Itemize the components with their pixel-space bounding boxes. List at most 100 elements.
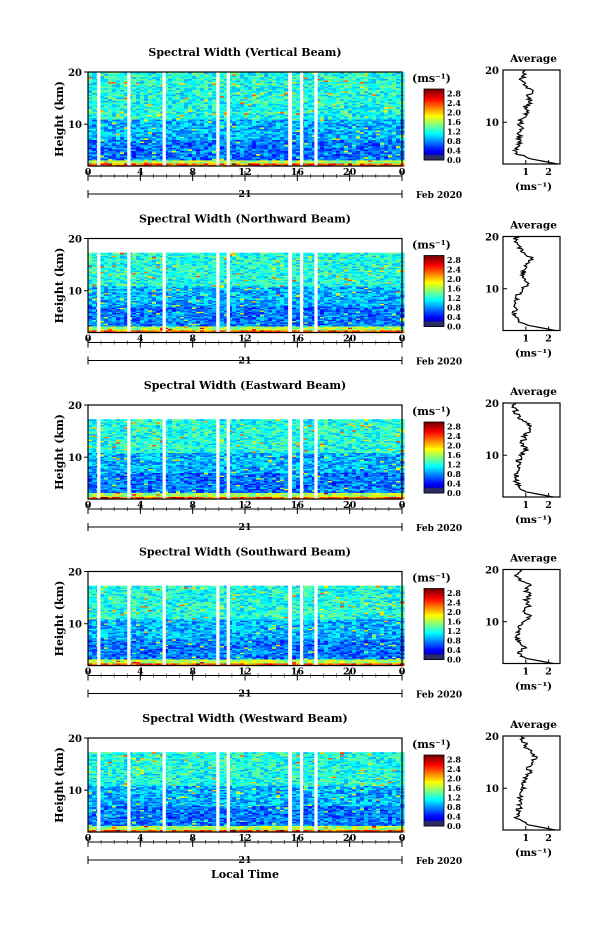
x-tick-label: 0 [85, 500, 92, 511]
heatmap-cells [88, 253, 405, 334]
colorbar-tick: 1.2 [447, 460, 461, 470]
y-axis-label: Height (km) [53, 81, 66, 157]
colorbar-tick: 0.4 [447, 812, 461, 822]
average-x-tick: 2 [545, 334, 552, 345]
colorbar-label: (ms⁻¹) [412, 239, 451, 252]
colorbar-tick: 2.8 [447, 89, 461, 99]
colorbar-label: (ms⁻¹) [412, 572, 451, 585]
colorbar-tick: 0.0 [447, 821, 461, 831]
colorbar-tick: 1.6 [447, 617, 461, 627]
colorbar-tick: 2.0 [447, 274, 461, 284]
colorbar [424, 422, 444, 493]
colorbar [424, 589, 444, 660]
x-tick-label: 0 [399, 667, 406, 678]
data-gap [288, 239, 292, 333]
date-month-year: Feb 2020 [416, 691, 462, 701]
heatmap-cells [88, 419, 405, 500]
date-day-label: 21 [238, 189, 251, 200]
y-tick-label: 10 [68, 786, 82, 797]
colorbar-tick: 1.6 [447, 783, 461, 793]
average-y-tick: 20 [485, 732, 499, 743]
colorbar [424, 89, 444, 160]
heatmap-cells [88, 752, 405, 833]
average-y-tick: 10 [485, 285, 499, 296]
colorbar-tick: 1.2 [447, 793, 461, 803]
average-frame [503, 70, 560, 164]
data-gap [97, 405, 100, 499]
colorbar-tick: 2.4 [447, 764, 461, 774]
average-y-tick: 20 [485, 233, 499, 244]
colorbar-tick: 1.6 [447, 117, 461, 127]
data-gap [127, 239, 130, 333]
date-month-year: Feb 2020 [416, 191, 462, 201]
colorbar-tick: 2.8 [447, 255, 461, 265]
y-axis-label: Height (km) [53, 581, 66, 657]
average-x-tick: 1 [522, 667, 529, 678]
beam-panel-4: Spectral Width (Southward Beam)1020Heigh… [53, 546, 560, 701]
panel-title: Spectral Width (Eastward Beam) [144, 379, 346, 392]
colorbar-tick: 2.8 [447, 588, 461, 598]
average-profile-line [515, 570, 554, 664]
date-month-year: Feb 2020 [416, 358, 462, 368]
data-gap [127, 405, 130, 499]
x-tick-label: 0 [399, 167, 406, 178]
average-frame [503, 570, 560, 664]
average-x-label: (ms⁻¹) [515, 514, 552, 526]
average-x-tick: 1 [522, 500, 529, 511]
average-y-tick: 20 [485, 566, 499, 577]
heatmap-cells [88, 586, 405, 667]
data-gap [314, 72, 317, 166]
colorbar-tick: 2.4 [447, 598, 461, 608]
colorbar [424, 755, 444, 826]
average-x-label: (ms⁻¹) [515, 847, 552, 859]
y-tick-label: 20 [68, 68, 82, 79]
average-x-tick: 1 [522, 833, 529, 844]
x-tick-label: 0 [85, 667, 92, 678]
x-tick-label: 0 [85, 167, 92, 178]
average-profile-line [514, 70, 558, 164]
average-x-tick: 2 [545, 833, 552, 844]
colorbar-tick: 1.2 [447, 626, 461, 636]
colorbar-tick: 2.4 [447, 431, 461, 441]
colorbar-tick: 2.4 [447, 265, 461, 275]
data-gap [314, 405, 317, 499]
average-profile-line [515, 736, 556, 830]
data-gap [300, 738, 303, 832]
colorbar-label: (ms⁻¹) [412, 72, 451, 85]
data-gap [227, 72, 230, 166]
data-gap [163, 72, 166, 166]
y-tick-label: 20 [68, 401, 82, 412]
average-title: Average [509, 53, 557, 65]
colorbar-tick: 0.0 [447, 155, 461, 165]
data-gap [227, 405, 230, 499]
date-day-label: 21 [238, 522, 251, 533]
data-gap [163, 572, 166, 666]
average-title: Average [509, 553, 557, 565]
average-y-tick: 20 [485, 66, 499, 77]
colorbar-tick: 0.4 [447, 479, 461, 489]
average-x-label: (ms⁻¹) [515, 181, 552, 193]
panel-title: Spectral Width (Westward Beam) [142, 712, 347, 725]
data-gap [127, 572, 130, 666]
y-axis-label: Height (km) [53, 248, 66, 324]
y-tick-label: 10 [68, 620, 82, 631]
data-gap [163, 405, 166, 499]
panel-title: Spectral Width (Southward Beam) [139, 546, 351, 559]
average-x-tick: 1 [522, 334, 529, 345]
average-profile-line [512, 403, 553, 497]
x-tick-label: 0 [85, 833, 92, 844]
beam-panel-5: Spectral Width (Westward Beam)1020Height… [53, 712, 560, 881]
data-gap [97, 738, 100, 832]
data-gap [288, 405, 292, 499]
average-title: Average [509, 220, 557, 232]
colorbar-tick: 0.8 [447, 802, 461, 812]
colorbar-tick: 0.0 [447, 655, 461, 665]
data-gap [127, 72, 130, 166]
average-frame [503, 403, 560, 497]
data-gap [314, 738, 317, 832]
data-gap [216, 572, 219, 666]
x-tick-label: 0 [399, 833, 406, 844]
data-gap [288, 572, 292, 666]
average-profile-line [512, 237, 555, 331]
